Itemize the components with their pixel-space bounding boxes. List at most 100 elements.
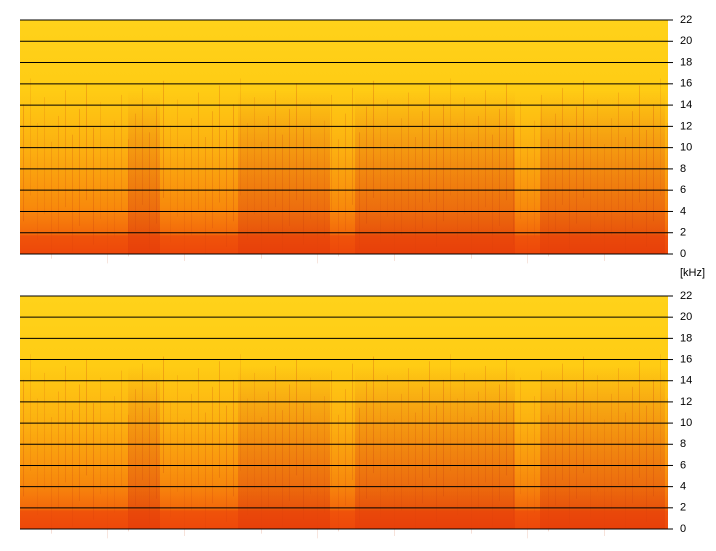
texture-stripe — [415, 137, 416, 254]
texture-stripe — [324, 396, 325, 513]
texture-stripe — [541, 94, 542, 212]
texture-stripe — [156, 106, 157, 224]
y-tick-label: 2 — [680, 502, 686, 514]
texture-stripe — [534, 396, 535, 513]
y-tick-label: 2 — [680, 227, 686, 239]
texture-stripe — [51, 141, 52, 259]
texture-stripe — [65, 90, 66, 208]
texture-stripe — [611, 118, 612, 236]
texture-stripe — [247, 398, 248, 516]
texture-stripe — [142, 87, 143, 205]
y-tick-label: 22 — [680, 14, 692, 26]
spectral-activity — [238, 365, 330, 529]
texture-stripe — [478, 391, 479, 509]
texture-stripe — [289, 384, 290, 502]
y-tick-label: 0 — [680, 248, 686, 260]
texture-stripe — [331, 94, 332, 212]
texture-stripe — [408, 92, 409, 210]
texture-stripe — [226, 405, 227, 523]
texture-stripe — [121, 370, 122, 488]
texture-stripe — [212, 111, 213, 229]
spectral-activity — [355, 365, 515, 529]
texture-stripe — [296, 358, 297, 476]
texture-stripe — [331, 370, 332, 488]
texture-stripe — [660, 354, 661, 471]
texture-stripe — [366, 106, 367, 224]
texture-stripe — [478, 115, 479, 233]
texture-stripe — [471, 417, 472, 534]
texture-stripe — [93, 403, 94, 520]
y-tick-label: 14 — [680, 375, 692, 387]
texture-stripe — [415, 412, 416, 529]
texture-stripe — [191, 393, 192, 511]
texture-stripe — [450, 78, 451, 196]
spectral-activity — [540, 365, 665, 529]
texture-stripe — [485, 90, 486, 208]
texture-stripe — [436, 129, 437, 247]
texture-stripe — [163, 80, 164, 198]
texture-stripe — [170, 400, 171, 518]
texture-stripe — [625, 137, 626, 254]
texture-stripe — [646, 129, 647, 247]
texture-stripe — [184, 144, 185, 262]
texture-stripe — [408, 368, 409, 485]
texture-stripe — [30, 78, 31, 196]
texture-stripe — [387, 99, 388, 217]
texture-stripe — [100, 377, 101, 495]
texture-stripe — [513, 403, 514, 520]
texture-stripe — [429, 85, 430, 203]
texture-stripe — [555, 389, 556, 506]
texture-stripe — [366, 382, 367, 499]
texture-stripe — [205, 137, 206, 254]
y-tick-label: 8 — [680, 163, 686, 175]
texture-stripe — [79, 108, 80, 226]
y-tick-label: 4 — [680, 205, 686, 217]
texture-stripe — [233, 379, 234, 497]
texture-stripe — [618, 368, 619, 485]
texture-stripe — [37, 398, 38, 516]
texture-stripe — [667, 122, 668, 240]
texture-stripe — [429, 361, 430, 478]
texture-stripe — [660, 78, 661, 196]
texture-stripe — [597, 375, 598, 492]
texture-stripe — [471, 141, 472, 259]
texture-stripe — [275, 365, 276, 483]
texture-stripe — [597, 99, 598, 217]
texture-stripe — [583, 356, 584, 474]
texture-stripe — [492, 410, 493, 527]
y-tick-label: 18 — [680, 56, 692, 68]
texture-stripe — [198, 92, 199, 210]
texture-stripe — [86, 358, 87, 476]
y-tick-label: 16 — [680, 353, 692, 365]
texture-stripe — [44, 372, 45, 490]
texture-stripe — [107, 146, 108, 264]
texture-stripe — [282, 410, 283, 527]
texture-stripe — [359, 132, 360, 250]
texture-stripe — [548, 139, 549, 257]
y-tick-label: 4 — [680, 481, 686, 493]
texture-stripe — [604, 419, 605, 536]
texture-stripe — [506, 83, 507, 201]
texture-stripe — [324, 120, 325, 238]
texture-stripe — [23, 104, 24, 222]
spectral-activity — [128, 90, 160, 254]
texture-stripe — [401, 118, 402, 236]
texture-stripe — [170, 125, 171, 243]
texture-stripe — [205, 412, 206, 529]
texture-stripe — [240, 78, 241, 196]
texture-stripe — [506, 358, 507, 476]
texture-stripe — [296, 83, 297, 201]
texture-stripe — [541, 370, 542, 488]
spectral-activity — [238, 90, 330, 254]
texture-stripe — [562, 363, 563, 481]
texture-stripe — [373, 356, 374, 474]
texture-stripe — [457, 122, 458, 240]
texture-stripe — [303, 127, 304, 245]
spectral-activity — [128, 365, 160, 529]
y-tick-label: 20 — [680, 35, 692, 47]
texture-stripe — [177, 99, 178, 217]
texture-stripe — [37, 122, 38, 240]
texture-stripe — [394, 144, 395, 262]
texture-stripe — [345, 113, 346, 231]
